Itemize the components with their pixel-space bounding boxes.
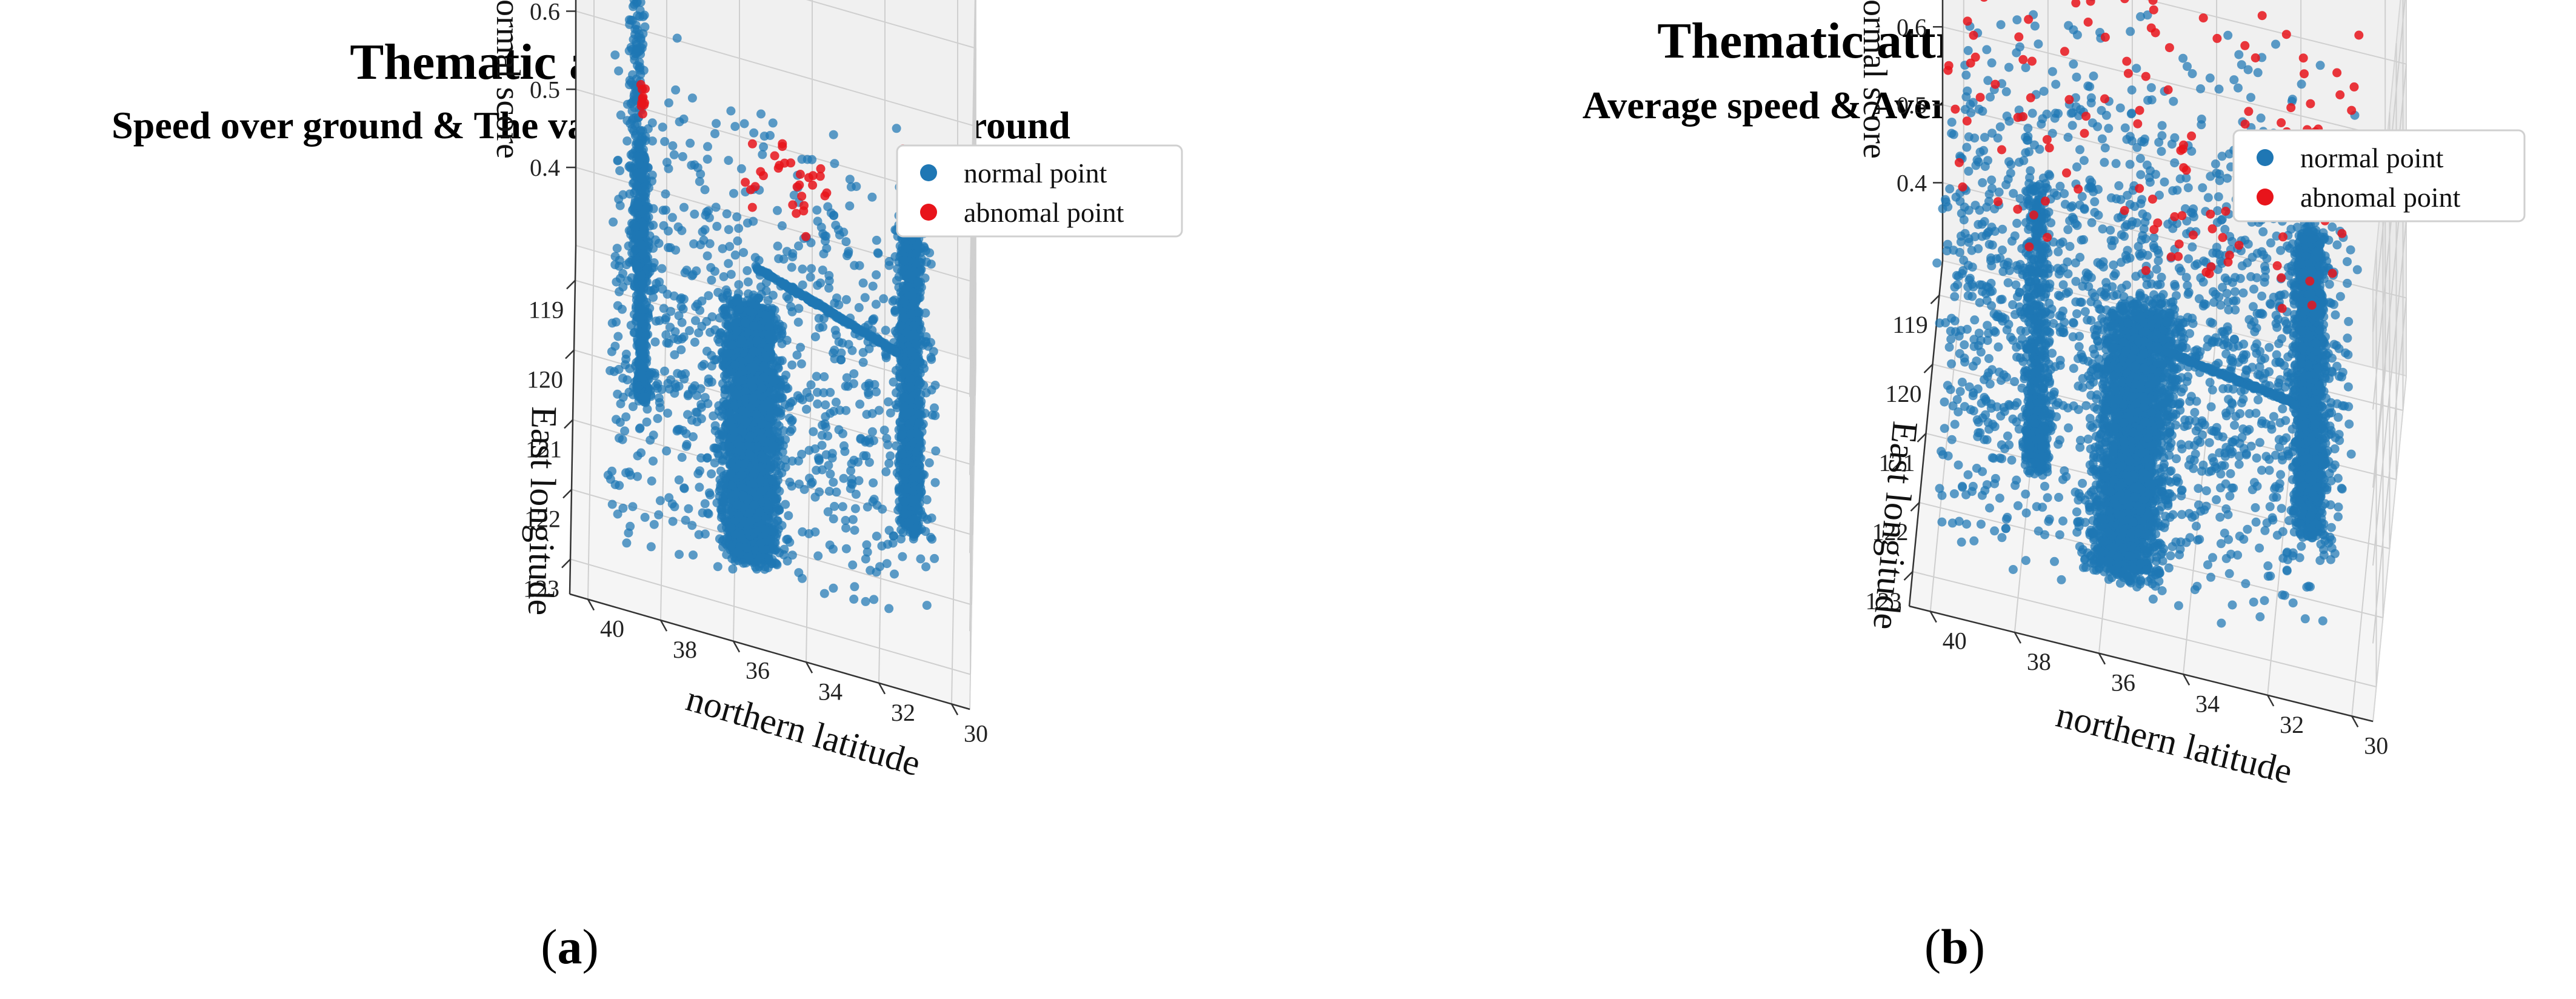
normal-point-a [720, 385, 730, 395]
normal-point-a [910, 466, 919, 475]
normal-point-a [738, 483, 747, 493]
normal-point-a [714, 401, 724, 410]
normal-point-a [749, 500, 759, 510]
normal-point-a [764, 412, 774, 422]
normal-point-a [892, 441, 901, 450]
normal-point-a [755, 507, 765, 517]
normal-point-a [738, 406, 747, 416]
x-tick-label-a: 122 [524, 506, 561, 533]
chart-panel-a: Thematic attributes：Speed over ground & … [112, 0, 1183, 974]
x-tick-label-a: 119 [529, 296, 564, 324]
axis-edges-a [561, 0, 970, 715]
normal-point-a [752, 301, 761, 311]
normal-point-a [707, 469, 716, 479]
tick-labels-a: 1191201211221233032343638400.40.50.60.70… [523, 0, 988, 747]
normal-point-a [739, 459, 749, 469]
normal-point-a [744, 508, 754, 518]
normal-point-a [899, 298, 909, 307]
normal-point-a [914, 418, 924, 428]
normal-point-a [912, 241, 922, 250]
normal-point-a [721, 374, 731, 384]
normal-point-a [744, 552, 754, 562]
normal-point-a [781, 500, 790, 509]
z-tick-label-a: 0.4 [530, 154, 560, 181]
normal-point-a [903, 409, 912, 418]
normal-point-a [751, 425, 761, 435]
y-tick-label-a: 38 [673, 636, 697, 663]
normal-point-a [743, 441, 753, 450]
normal-point-a [730, 401, 739, 410]
normal-point-a [773, 524, 783, 534]
y-tick-label-a: 34 [818, 678, 843, 705]
normal-point-a [891, 366, 901, 375]
normal-point-a [757, 383, 767, 393]
normal-point-a [735, 441, 745, 450]
normal-point-a [892, 276, 901, 286]
x-axis-label-a: East longitude [521, 406, 564, 616]
x-tick-label-a: 123 [523, 575, 559, 603]
y-axis-label-a: northern latitude [682, 678, 925, 784]
x-tick-label-a: 120 [527, 366, 563, 393]
normal-point-a [775, 319, 784, 329]
normal-point-a [742, 543, 752, 553]
z-axis-label-a: abnormal score [489, 0, 527, 159]
normal-point-a [772, 456, 782, 466]
normal-point-a [893, 506, 903, 515]
normal-point-a [737, 470, 747, 479]
scatter-points-a [603, 0, 941, 613]
normal-point-a [726, 458, 736, 468]
normal-point-a [773, 364, 783, 373]
normal-point-a [779, 375, 789, 384]
y-tick-label-a: 40 [600, 615, 624, 643]
normal-point-a [904, 269, 913, 279]
normal-point-a [758, 545, 767, 554]
y-tick-label-a: 32 [891, 699, 915, 726]
normal-point-a [775, 505, 784, 515]
normal-point-a [746, 450, 755, 460]
normal-point-a [761, 526, 770, 535]
x-tick-label-a: 121 [526, 436, 562, 463]
normal-point-a [732, 326, 742, 335]
y-tick-label-a: 36 [746, 657, 770, 684]
normal-point-a [757, 433, 767, 443]
z-tick-label-a: 0.6 [530, 0, 560, 25]
normal-point-a [709, 411, 718, 421]
z-tick-label-a: 0.5 [530, 76, 560, 103]
scatter3d-chart-a: Thematic attributes：Speed over ground & … [112, 0, 1183, 784]
y-tick-label-a: 30 [964, 720, 988, 747]
normal-point-a [732, 547, 741, 557]
